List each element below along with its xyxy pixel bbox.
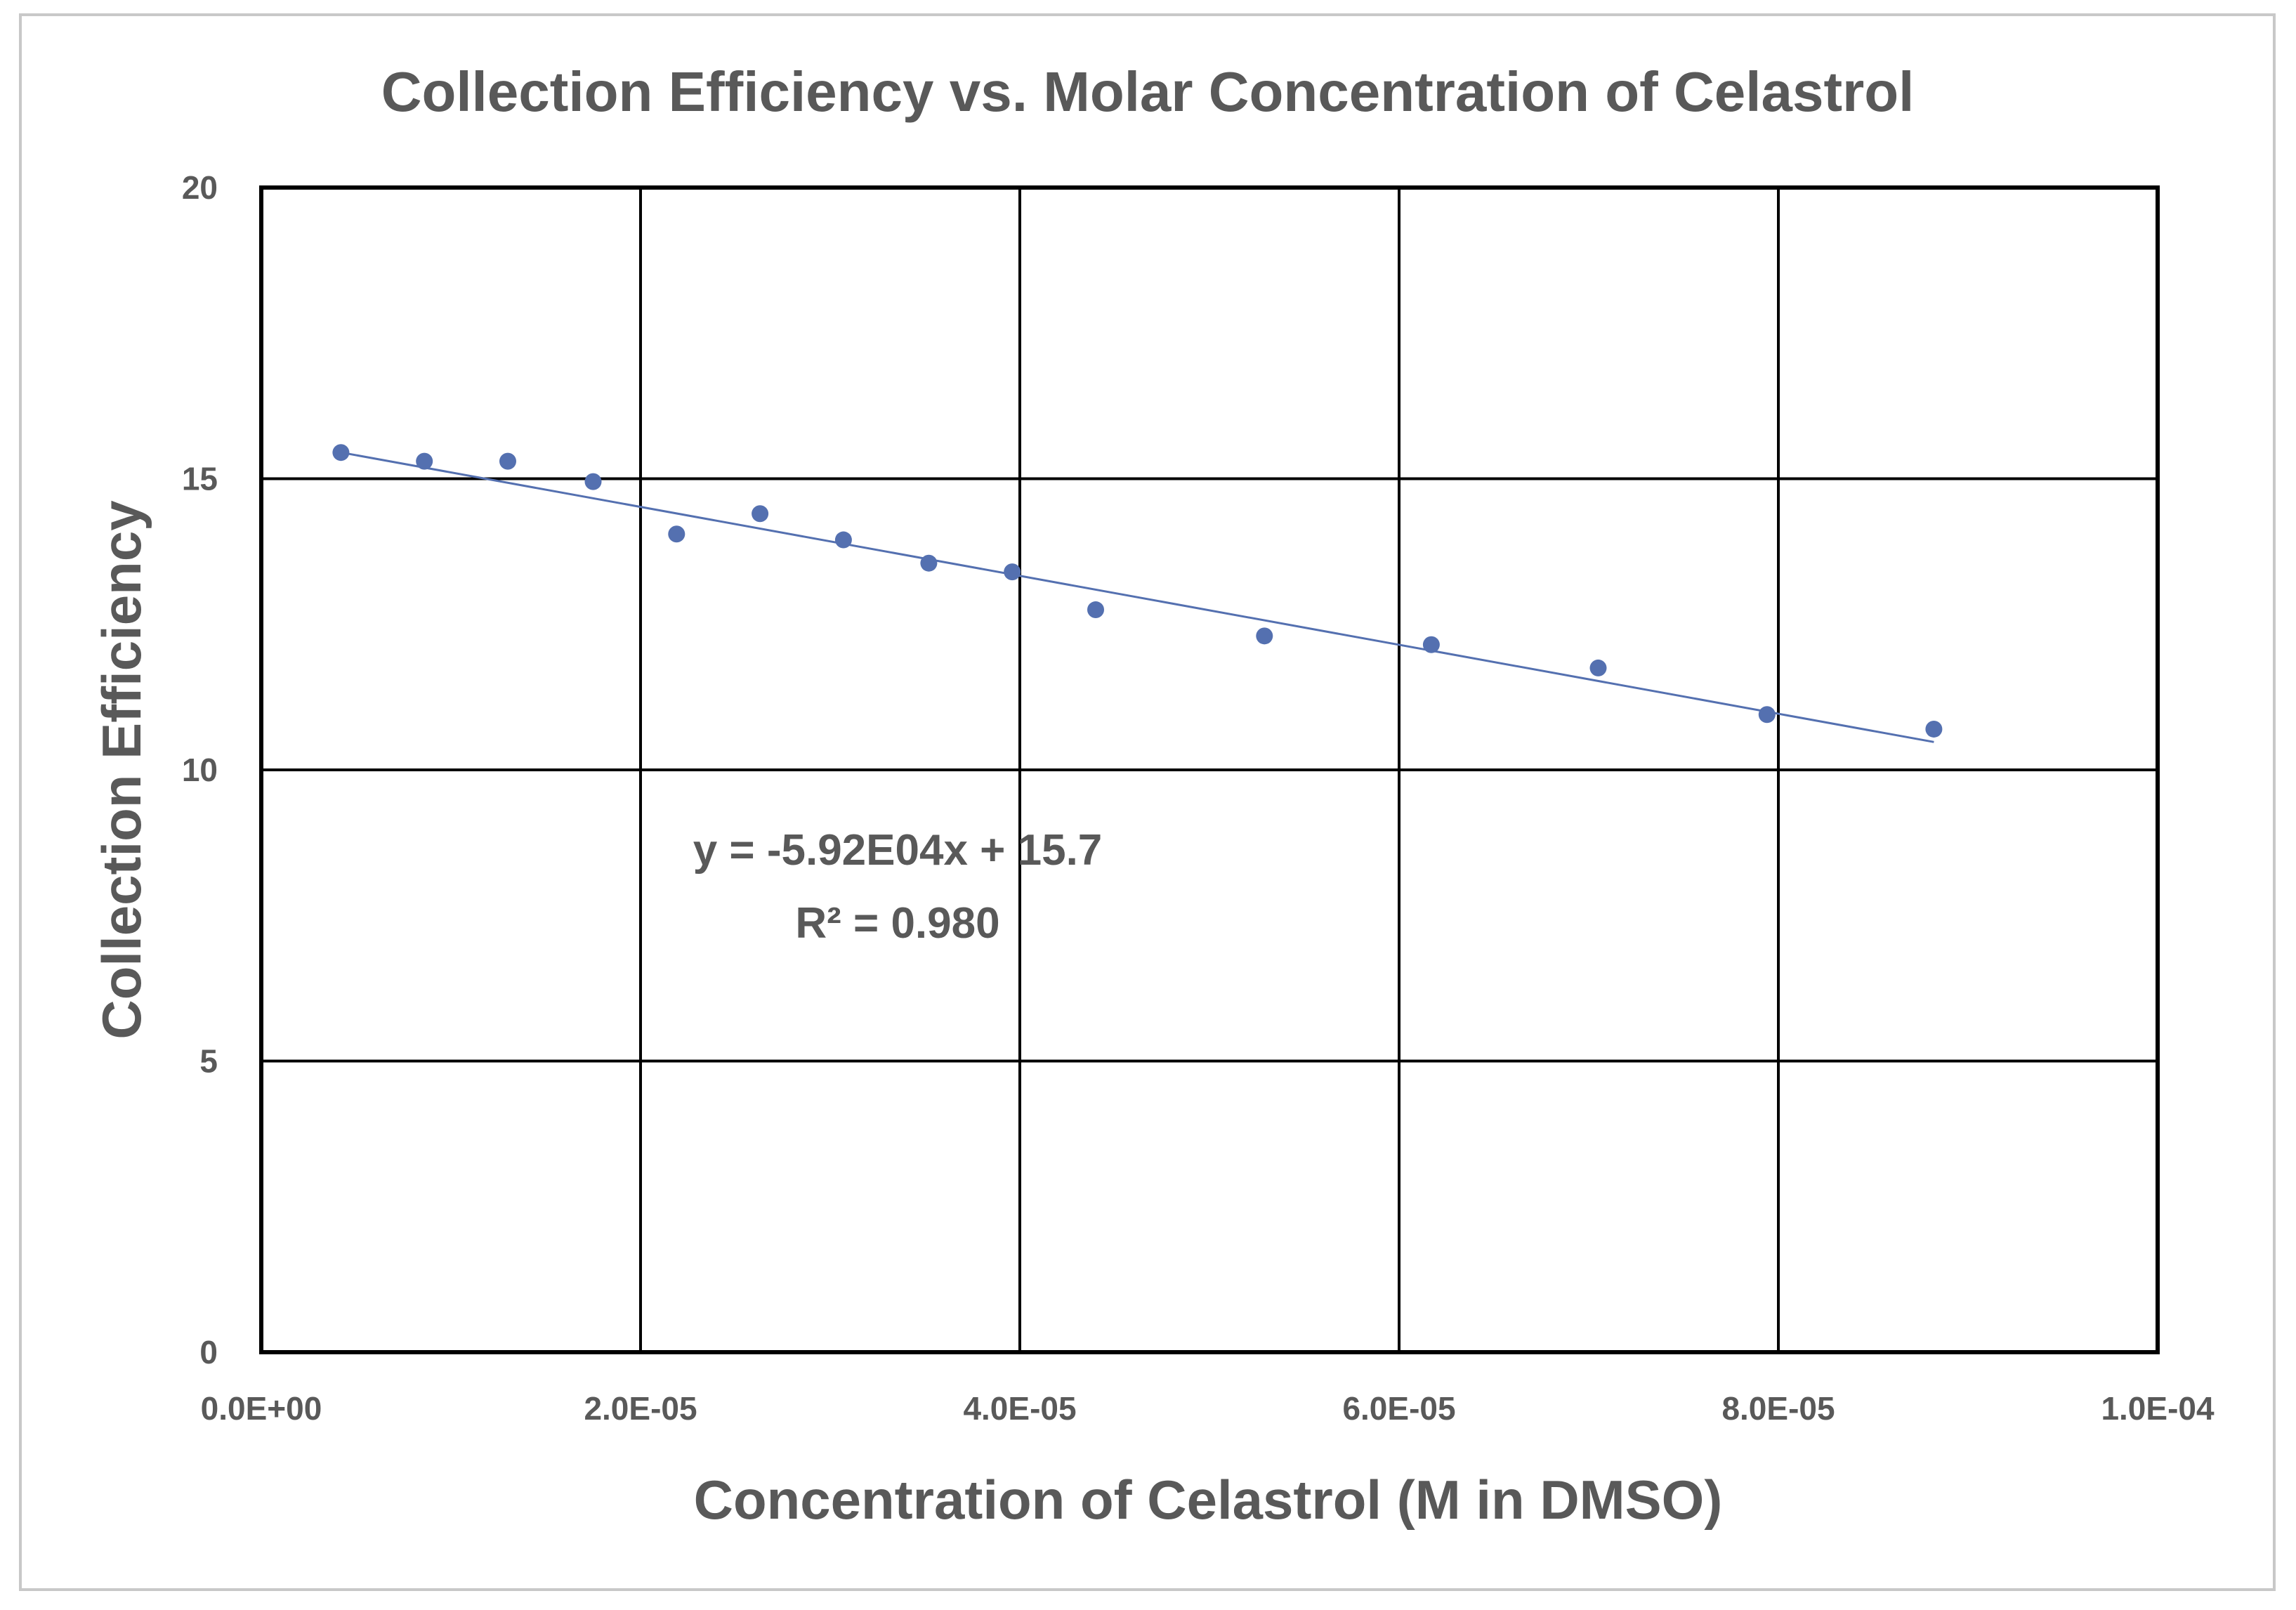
data-point xyxy=(920,554,938,572)
y-axis-title: Collection Efficiency xyxy=(91,500,152,1039)
y-tick-label: 5 xyxy=(199,1043,218,1080)
x-tick-label: 1.0E-04 xyxy=(2101,1390,2215,1427)
trendline-r-squared: R² = 0.980 xyxy=(795,899,999,948)
y-tick-label: 15 xyxy=(182,461,218,497)
y-tick-label: 20 xyxy=(182,169,218,206)
data-point xyxy=(834,531,852,549)
data-point xyxy=(752,505,769,523)
data-point xyxy=(499,452,516,470)
data-point xyxy=(1925,720,1943,738)
trendline-equation: y = -5.92E04x + 15.7 xyxy=(693,826,1103,875)
plot-area-border xyxy=(259,185,2160,1354)
data-point xyxy=(584,473,602,490)
gridlines xyxy=(261,188,2158,1352)
chart-title: Collection Efficiency vs. Molar Concentr… xyxy=(381,60,1915,123)
x-tick-label: 0.0E+00 xyxy=(201,1390,322,1427)
x-tick-label: 6.0E-05 xyxy=(1342,1390,1455,1427)
data-point xyxy=(668,525,685,543)
data-point xyxy=(1256,627,1273,645)
chart-frame xyxy=(19,13,2276,1591)
data-point xyxy=(1758,706,1776,724)
y-axis-tick-labels: 0 5 10 15 20 xyxy=(182,169,218,1370)
data-point xyxy=(1589,659,1607,676)
data-points xyxy=(332,444,1943,738)
x-tick-label: 4.0E-05 xyxy=(963,1390,1076,1427)
x-axis-tick-labels: 0.0E+00 2.0E-05 4.0E-05 6.0E-05 8.0E-05 1.0E-… xyxy=(201,1390,2215,1427)
data-point xyxy=(332,444,350,462)
x-axis-title: Concentration of Celastrol (M in DMSO) xyxy=(694,1469,1723,1531)
y-tick-label: 0 xyxy=(199,1334,218,1370)
x-tick-label: 2.0E-05 xyxy=(584,1390,697,1427)
data-point xyxy=(1004,563,1021,581)
data-point xyxy=(416,452,433,470)
data-point xyxy=(1087,601,1104,619)
data-point xyxy=(1422,636,1440,653)
x-tick-label: 8.0E-05 xyxy=(1721,1390,1835,1427)
y-tick-label: 10 xyxy=(182,752,218,788)
trendline xyxy=(341,451,1934,743)
